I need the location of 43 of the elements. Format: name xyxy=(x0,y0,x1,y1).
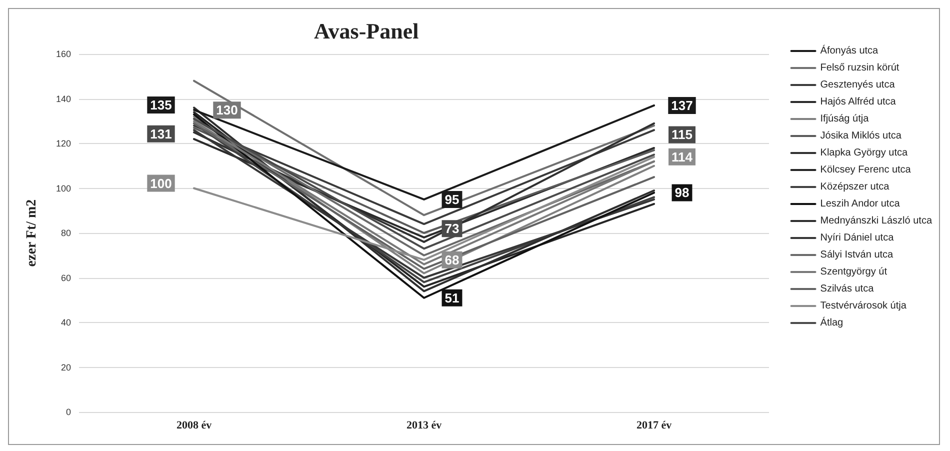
y-tick-label: 0 xyxy=(66,407,71,417)
y-tick-label: 120 xyxy=(56,138,71,148)
legend-label: Áfonyás utca xyxy=(820,44,879,56)
x-tick-label: 2013 év xyxy=(406,420,442,432)
y-axis-title: ezer Ft/ m2 xyxy=(24,199,40,267)
x-tick-label: 2017 év xyxy=(636,420,672,432)
legend-label: Szilvás utca xyxy=(820,284,874,294)
legend-label: Mednyánszki László utca xyxy=(820,216,932,226)
legend-label: Felső ruzsin körút xyxy=(820,62,900,74)
legend-label: Középszer utca xyxy=(820,182,890,192)
legend-label: Átlag xyxy=(820,316,844,328)
y-tick-label: 60 xyxy=(60,272,71,283)
data-label: 130 xyxy=(216,102,238,118)
data-label: 135 xyxy=(150,97,172,112)
legend-label: Jósika Miklós utca xyxy=(820,130,902,142)
data-label: 95 xyxy=(444,192,460,207)
data-label: 137 xyxy=(671,98,693,113)
legend-label: Testvérvárosok útja xyxy=(820,300,907,312)
legend-label: Szentgyörgy út xyxy=(820,266,888,278)
y-tick-label: 100 xyxy=(56,183,71,194)
legend-label: Ifjúság útja xyxy=(820,114,870,124)
data-label: 100 xyxy=(150,176,172,191)
legend-label: Nyíri Dániel utca xyxy=(820,232,894,244)
legend-label: Leszih Andor utca xyxy=(820,198,900,210)
legend-label: Sályi István utca xyxy=(820,250,894,260)
legend-label: Hajós Alfréd utca xyxy=(820,96,896,108)
y-tick-label: 160 xyxy=(56,49,71,59)
data-label: 115 xyxy=(672,127,692,142)
data-label: 98 xyxy=(674,185,690,200)
data-label: 68 xyxy=(444,252,460,268)
y-tick-label: 20 xyxy=(60,362,71,372)
chart-title: Avas-Panel xyxy=(314,18,419,44)
data-label: 131 xyxy=(150,126,172,142)
legend-label: Kölcsey Ferenc utca xyxy=(820,164,912,176)
y-tick-label: 80 xyxy=(60,228,71,238)
data-label: 73 xyxy=(444,221,460,236)
y-tick-label: 140 xyxy=(56,94,71,104)
legend-label: Gesztenyés utca xyxy=(820,80,896,90)
y-tick-label: 40 xyxy=(60,318,71,328)
data-label: 114 xyxy=(672,149,694,164)
data-label: 51 xyxy=(444,290,460,306)
x-tick-label: 2008 év xyxy=(176,420,212,432)
legend-label: Klapka György utca xyxy=(820,148,908,158)
